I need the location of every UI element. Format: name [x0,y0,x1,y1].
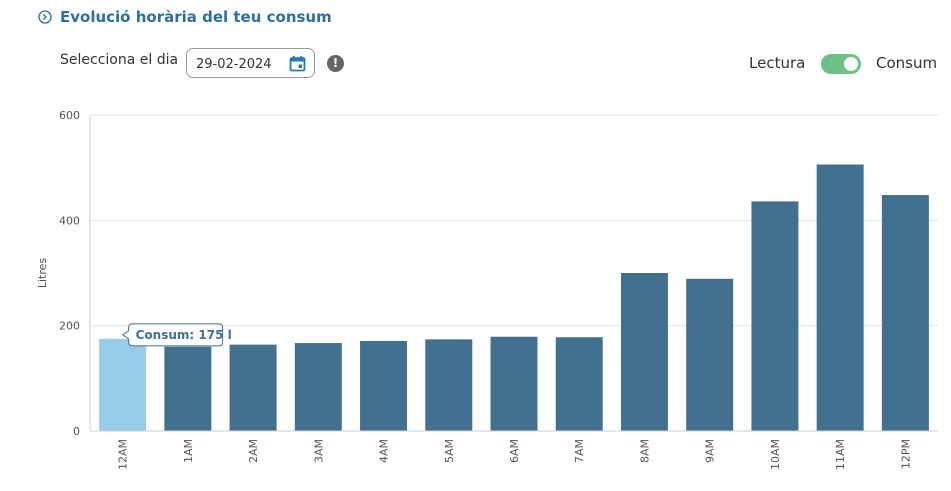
lectura-consum-toggle[interactable] [821,54,861,74]
x-tick-label: 12PM [899,439,912,469]
bar-7AM [555,337,603,431]
bar-1AM [164,346,212,431]
bar-11AM [816,164,864,432]
bar-12AM [99,338,147,431]
section-header: Evolució horària del teu consum [38,8,332,26]
x-tick-label: 12AM [117,439,130,470]
bar-9AM [686,278,734,431]
y-tick-label: 200 [59,320,80,333]
info-icon[interactable]: ! [327,55,344,72]
y-tick-label: 400 [59,214,80,227]
date-value: 29-02-2024 [196,57,272,72]
bar-3AM [294,343,342,431]
x-tick-label: 11AM [834,439,847,470]
bar-4AM [360,340,408,431]
tooltip-text: Consum: 175 l [136,328,232,342]
x-tick-label: 7AM [573,439,586,463]
x-tick-label: 10AM [769,439,782,470]
toggle-label-lectura: Lectura [749,54,806,72]
x-tick-label: 3AM [312,439,325,463]
section-title: Evolució horària del teu consum [60,8,332,26]
x-tick-label: 5AM [443,439,456,463]
toggle-label-consum: Consum [876,54,938,72]
y-tick-label: 0 [73,425,80,438]
x-tick-label: 2AM [247,439,260,463]
x-tick-label: 4AM [378,439,391,463]
bar-8AM [620,273,668,431]
bar-2AM [229,344,277,431]
x-tick-label: 6AM [508,439,521,463]
bar-12PM [881,195,929,431]
x-tick-label: 1AM [182,439,195,463]
bar-6AM [490,336,538,431]
date-input[interactable]: 29-02-2024 [186,48,315,78]
date-label: Selecciona el dia [60,52,179,68]
bar-10AM [751,201,799,431]
calendar-icon[interactable] [289,55,306,72]
tooltip-box [121,323,224,347]
x-tick-label: 8AM [638,439,651,463]
toggle-knob [844,57,858,71]
y-tick-label: 600 [59,109,80,122]
y-axis-label: Litres [36,258,49,289]
chevron-circle-icon[interactable] [38,10,52,24]
x-tick-label: 9AM [704,439,717,463]
bar-5AM [425,339,473,431]
